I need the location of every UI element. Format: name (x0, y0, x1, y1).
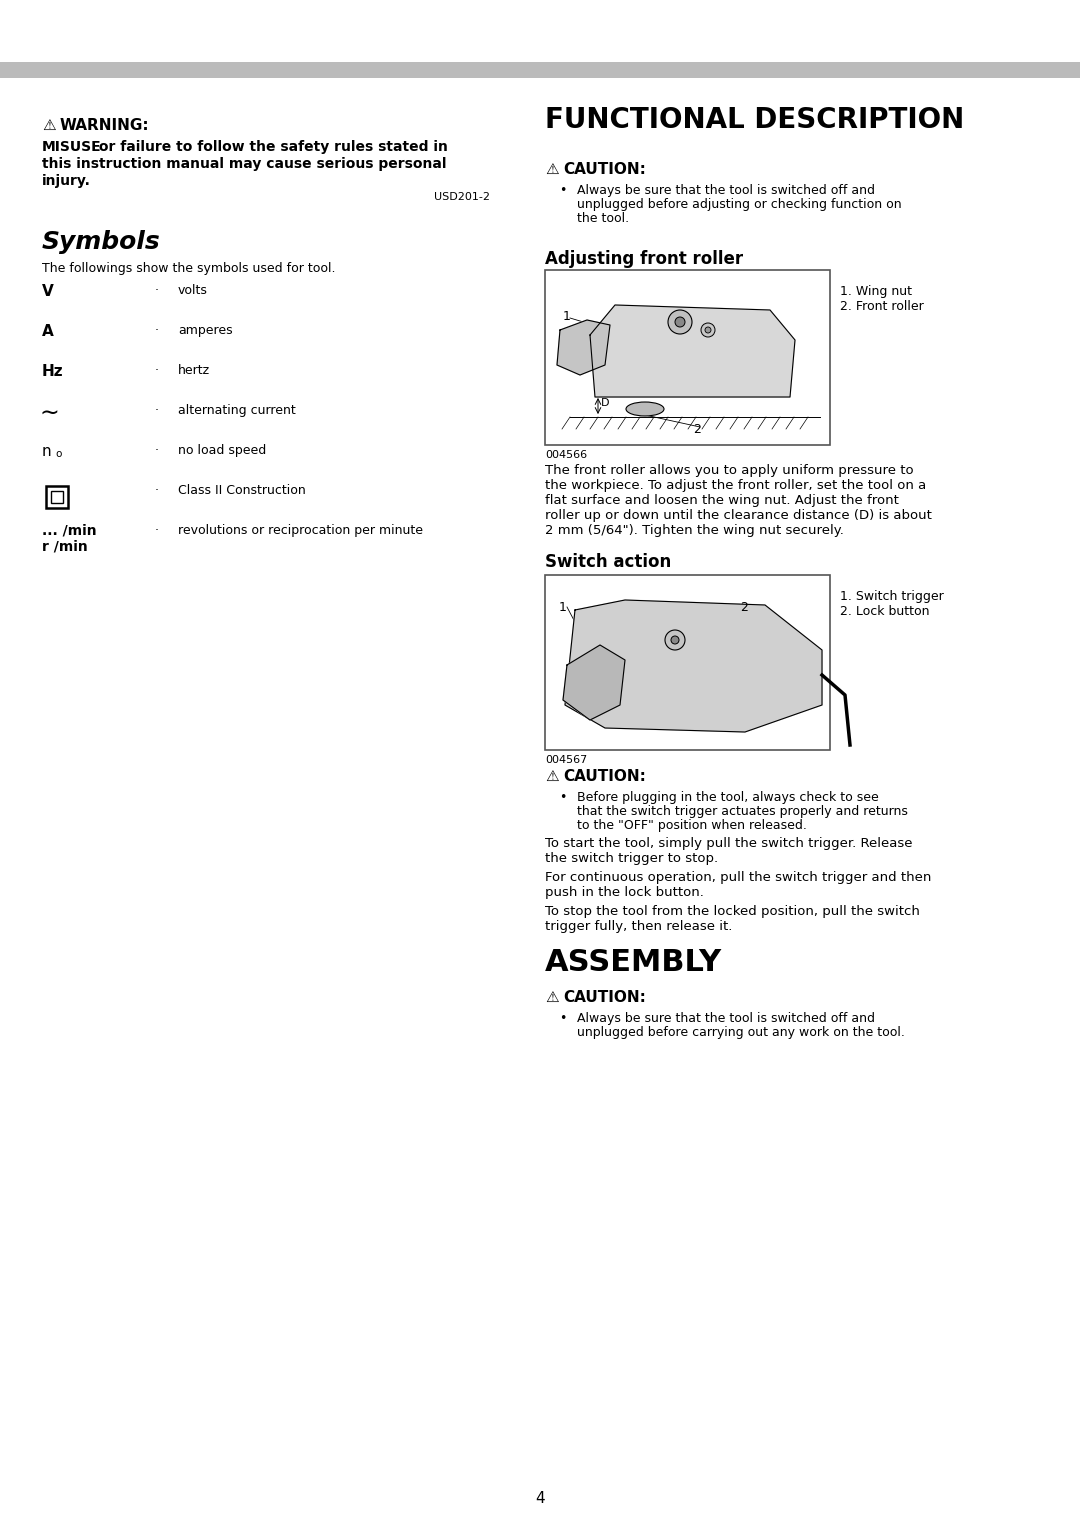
Text: 1. Wing nut: 1. Wing nut (840, 284, 912, 298)
Text: FUNCTIONAL DESCRIPTION: FUNCTIONAL DESCRIPTION (545, 106, 964, 135)
Polygon shape (563, 645, 625, 720)
Text: ·: · (156, 324, 159, 336)
Text: WARNING:: WARNING: (60, 118, 150, 133)
Text: •: • (559, 183, 566, 197)
Polygon shape (557, 320, 610, 375)
Text: V: V (42, 284, 54, 300)
Text: the workpiece. To adjust the front roller, set the tool on a: the workpiece. To adjust the front rolle… (545, 479, 927, 492)
Circle shape (669, 310, 692, 333)
Text: ⚠: ⚠ (545, 769, 558, 784)
Text: unplugged before carrying out any work on the tool.: unplugged before carrying out any work o… (577, 1026, 905, 1040)
Text: CAUTION:: CAUTION: (563, 989, 646, 1005)
Text: revolutions or reciprocation per minute: revolutions or reciprocation per minute (178, 524, 423, 537)
Text: 004567: 004567 (545, 755, 588, 764)
Ellipse shape (626, 402, 664, 416)
Text: trigger fully, then release it.: trigger fully, then release it. (545, 920, 732, 933)
Bar (545, 271, 831, 445)
Text: n: n (42, 443, 52, 459)
Text: 1: 1 (563, 310, 571, 323)
Text: unplugged before adjusting or checking function on: unplugged before adjusting or checking f… (577, 197, 902, 211)
Text: or failure to follow the safety rules stated in: or failure to follow the safety rules st… (94, 141, 448, 154)
Circle shape (705, 327, 711, 333)
Text: Before plugging in the tool, always check to see: Before plugging in the tool, always chec… (577, 790, 879, 804)
Text: this instruction manual may cause serious personal: this instruction manual may cause seriou… (42, 157, 446, 171)
Text: ... /min: ... /min (42, 524, 96, 538)
Text: that the switch trigger actuates properly and returns: that the switch trigger actuates properl… (577, 804, 908, 818)
Text: 004566: 004566 (545, 450, 588, 460)
Text: Always be sure that the tool is switched off and: Always be sure that the tool is switched… (577, 183, 875, 197)
Text: 1. Switch trigger: 1. Switch trigger (840, 590, 944, 602)
Text: MISUSE: MISUSE (42, 141, 102, 154)
Text: r /min: r /min (42, 540, 87, 553)
Text: injury.: injury. (42, 174, 91, 188)
Text: the switch trigger to stop.: the switch trigger to stop. (545, 852, 718, 865)
Text: USD201-2: USD201-2 (434, 193, 490, 202)
Text: •: • (559, 1012, 566, 1024)
Text: 2. Lock button: 2. Lock button (840, 605, 930, 618)
Text: Switch action: Switch action (545, 553, 672, 570)
Text: ⚠: ⚠ (545, 162, 558, 177)
Text: To start the tool, simply pull the switch trigger. Release: To start the tool, simply pull the switc… (545, 836, 913, 850)
Text: ∼: ∼ (40, 402, 59, 427)
Text: flat surface and loosen the wing nut. Adjust the front: flat surface and loosen the wing nut. Ad… (545, 494, 899, 508)
Text: A: A (42, 324, 54, 339)
Text: ·: · (156, 443, 159, 457)
Text: amperes: amperes (178, 324, 232, 336)
Bar (545, 575, 831, 751)
Bar (51, 491, 63, 503)
Text: •: • (559, 790, 566, 804)
Text: 2: 2 (740, 601, 747, 615)
Circle shape (665, 630, 685, 650)
Text: CAUTION:: CAUTION: (563, 769, 646, 784)
Polygon shape (565, 599, 822, 732)
Text: The front roller allows you to apply uniform pressure to: The front roller allows you to apply uni… (545, 463, 914, 477)
Text: alternating current: alternating current (178, 404, 296, 417)
Text: 4: 4 (536, 1491, 544, 1506)
Text: To stop the tool from the locked position, pull the switch: To stop the tool from the locked positio… (545, 905, 920, 917)
Text: Symbols: Symbols (42, 229, 161, 254)
Text: D: D (600, 398, 609, 408)
Text: to the "OFF" position when released.: to the "OFF" position when released. (577, 820, 807, 832)
Bar (46, 486, 68, 508)
Text: ·: · (156, 364, 159, 378)
Circle shape (701, 323, 715, 336)
Text: For continuous operation, pull the switch trigger and then: For continuous operation, pull the switc… (545, 872, 931, 884)
Text: Adjusting front roller: Adjusting front roller (545, 251, 743, 268)
Text: no load speed: no load speed (178, 443, 267, 457)
Text: 2: 2 (693, 424, 701, 436)
Text: ⚠: ⚠ (42, 118, 56, 133)
Text: ·: · (156, 485, 159, 497)
Text: ·: · (156, 284, 159, 297)
Circle shape (675, 317, 685, 327)
Text: Hz: Hz (42, 364, 64, 379)
Text: ASSEMBLY: ASSEMBLY (545, 948, 723, 977)
Text: Always be sure that the tool is switched off and: Always be sure that the tool is switched… (577, 1012, 875, 1024)
Text: CAUTION:: CAUTION: (563, 162, 646, 177)
Text: 2. Front roller: 2. Front roller (840, 300, 923, 313)
Text: Class II Construction: Class II Construction (178, 485, 306, 497)
Text: push in the lock button.: push in the lock button. (545, 885, 704, 899)
Text: ⚠: ⚠ (545, 989, 558, 1005)
Text: roller up or down until the clearance distance (D) is about: roller up or down until the clearance di… (545, 509, 932, 521)
Text: ·: · (156, 404, 159, 417)
Text: 2 mm (5/64"). Tighten the wing nut securely.: 2 mm (5/64"). Tighten the wing nut secur… (545, 524, 843, 537)
Text: o: o (55, 450, 62, 459)
Text: 1: 1 (559, 601, 567, 615)
Polygon shape (590, 304, 795, 398)
Text: The followings show the symbols used for tool.: The followings show the symbols used for… (42, 261, 336, 275)
Text: the tool.: the tool. (577, 213, 630, 225)
Bar (0, 63, 1080, 78)
Text: volts: volts (178, 284, 207, 297)
Text: ·: · (156, 524, 159, 537)
Circle shape (671, 636, 679, 644)
Text: hertz: hertz (178, 364, 211, 378)
